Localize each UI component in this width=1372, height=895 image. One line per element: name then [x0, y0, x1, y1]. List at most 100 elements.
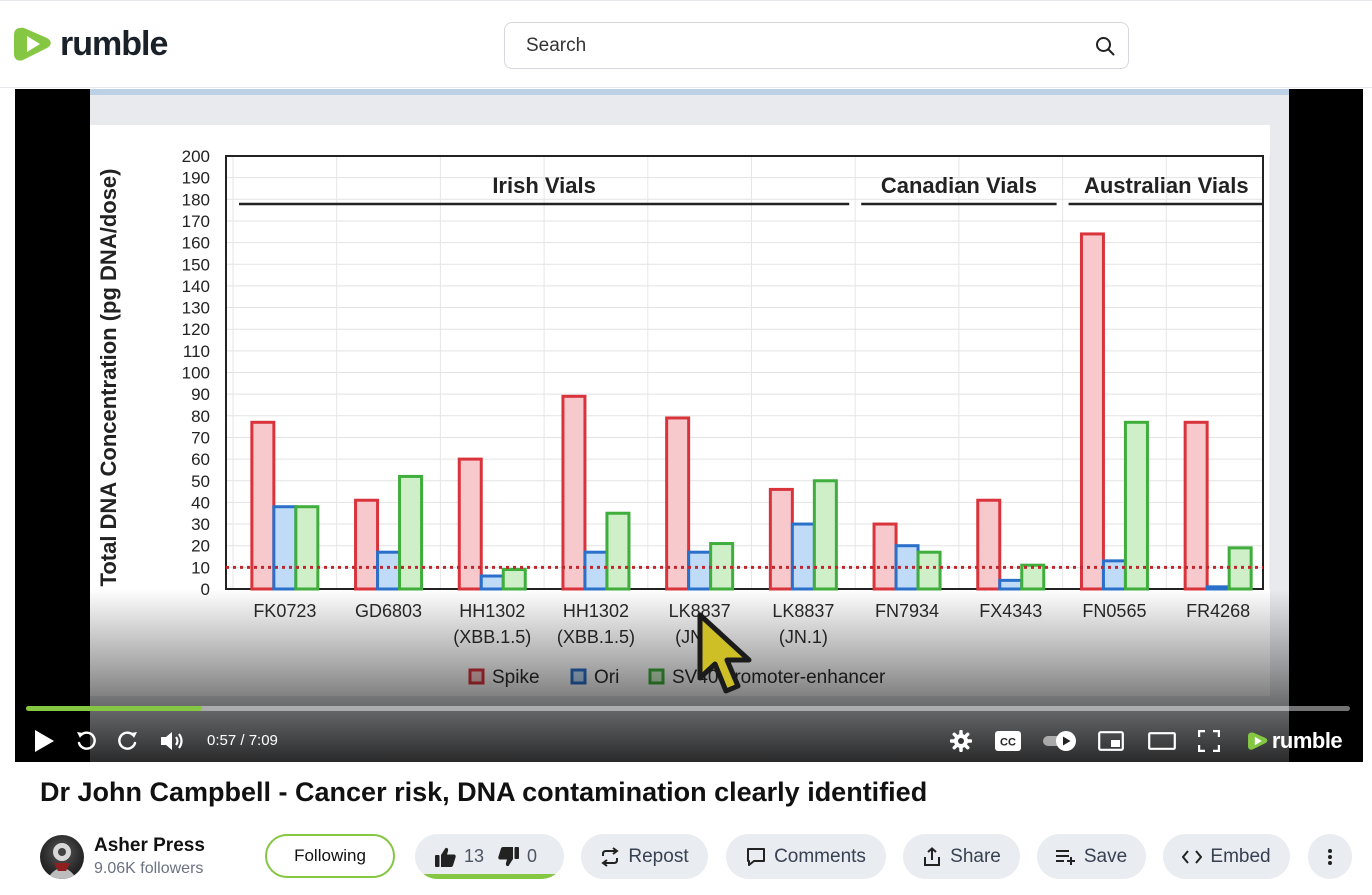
slide-top-band	[90, 89, 1289, 95]
play-button[interactable]	[29, 721, 59, 761]
comment-icon	[747, 847, 766, 866]
channel-avatar[interactable]	[40, 835, 84, 879]
top-bar: rumble	[0, 0, 1372, 88]
settings-button[interactable]	[947, 721, 975, 761]
vote-ratio-bar	[415, 874, 564, 879]
y-axis-label: Total DNA Concentration (pg DNA/dose)	[96, 169, 121, 587]
progress-bar[interactable]	[26, 706, 1350, 711]
bar-spike	[1079, 232, 1105, 591]
bar-ori	[272, 505, 298, 591]
y-tick-label: 110	[183, 342, 210, 361]
svg-text:CC: CC	[1000, 737, 1016, 749]
group-label: Australian Vials	[1084, 173, 1249, 198]
brand-name: rumble	[60, 24, 168, 63]
embed-button[interactable]: Embed	[1163, 834, 1290, 879]
like-count: 13	[464, 846, 485, 866]
replay-icon	[77, 731, 96, 750]
replay-button[interactable]	[71, 721, 101, 761]
bar-spike	[354, 498, 380, 591]
comments-label: Comments	[774, 845, 866, 867]
y-tick-label: 70	[191, 428, 210, 447]
fullscreen-button[interactable]	[1195, 721, 1223, 761]
avatar-image	[47, 843, 77, 879]
channel-name[interactable]: Asher Press	[94, 835, 205, 856]
bar-ori	[376, 550, 402, 591]
forward-button[interactable]	[113, 721, 143, 761]
controls-gradient	[15, 589, 1363, 762]
y-tick-label: 80	[191, 407, 210, 426]
y-tick-label: 130	[182, 299, 210, 318]
dislike-count: 0	[527, 846, 538, 866]
bar-ori	[1101, 559, 1127, 591]
share-label: Share	[950, 845, 1001, 867]
autoplay-toggle-icon	[1043, 731, 1076, 751]
bar-spike	[976, 498, 1002, 591]
settings-icon	[950, 730, 972, 752]
group-label: Irish Vials	[492, 173, 596, 198]
y-tick-label: 140	[182, 277, 210, 296]
save-icon	[1055, 849, 1075, 865]
bar-sv40	[1123, 420, 1149, 591]
group-label: Canadian Vials	[881, 173, 1037, 198]
bar-sv40	[709, 542, 735, 591]
save-button[interactable]: Save	[1037, 834, 1146, 879]
bar-spike	[561, 394, 587, 591]
bar-ori	[790, 522, 816, 591]
search-box	[504, 22, 1129, 69]
bar-spike	[250, 420, 276, 591]
volume-button[interactable]	[157, 721, 189, 761]
bar-sv40	[294, 505, 320, 591]
share-button[interactable]: Share	[903, 834, 1020, 879]
y-tick-label: 40	[191, 493, 210, 512]
like-button[interactable]: 13	[435, 846, 484, 867]
mouse-cursor-icon	[697, 612, 752, 694]
forward-icon	[118, 731, 137, 750]
y-tick-label: 90	[191, 385, 210, 404]
bar-sv40	[501, 568, 527, 591]
bar-sv40	[398, 474, 424, 591]
bar-ori	[583, 550, 609, 591]
dislike-button[interactable]: 0	[498, 846, 537, 867]
volume-icon	[161, 732, 183, 750]
y-tick-label: 170	[182, 212, 210, 231]
repost-button[interactable]: Repost	[581, 834, 708, 879]
bar-sv40	[812, 479, 838, 591]
save-label: Save	[1083, 845, 1128, 867]
more-options-button[interactable]	[1308, 834, 1352, 879]
bar-ori	[687, 550, 713, 591]
vote-group: 13 0	[415, 834, 564, 879]
rumble-logo[interactable]: rumble	[14, 23, 168, 65]
pip-button[interactable]	[1097, 721, 1125, 761]
y-tick-label: 190	[182, 169, 210, 188]
y-tick-label: 100	[182, 364, 210, 383]
video-title: Dr John Campbell - Cancer risk, DNA cont…	[40, 777, 928, 807]
search-button[interactable]	[1082, 23, 1128, 68]
comments-button[interactable]: Comments	[726, 834, 886, 879]
bar-spike	[872, 522, 898, 591]
rumble-watermark-button[interactable]: rumble	[1241, 721, 1349, 761]
search-input[interactable]	[505, 23, 1082, 68]
bar-ori	[998, 578, 1024, 591]
embed-icon	[1182, 849, 1203, 864]
thumbs-up-icon	[435, 847, 456, 867]
progress-fill	[26, 706, 202, 711]
rumble-logo-icon	[1247, 732, 1268, 750]
following-button[interactable]: Following	[265, 834, 395, 878]
bar-ori	[479, 574, 505, 591]
watermark-text: rumble	[1271, 728, 1343, 753]
search-icon	[1096, 36, 1115, 55]
video-player[interactable]: 0102030405060708090100110120130140150160…	[15, 89, 1363, 762]
pip-icon	[1098, 731, 1124, 751]
captions-button[interactable]: CC	[993, 721, 1023, 761]
bar-spike	[457, 457, 483, 591]
bar-sv40	[1020, 563, 1046, 591]
autoplay-toggle[interactable]	[1041, 721, 1079, 761]
bar-sv40	[916, 550, 942, 591]
theater-icon	[1148, 732, 1176, 750]
more-icon	[1328, 848, 1332, 865]
bar-spike	[1183, 420, 1209, 591]
bar-spike	[768, 487, 794, 591]
play-icon	[35, 730, 54, 752]
theater-mode-button[interactable]	[1147, 721, 1177, 761]
repost-label: Repost	[628, 845, 689, 867]
